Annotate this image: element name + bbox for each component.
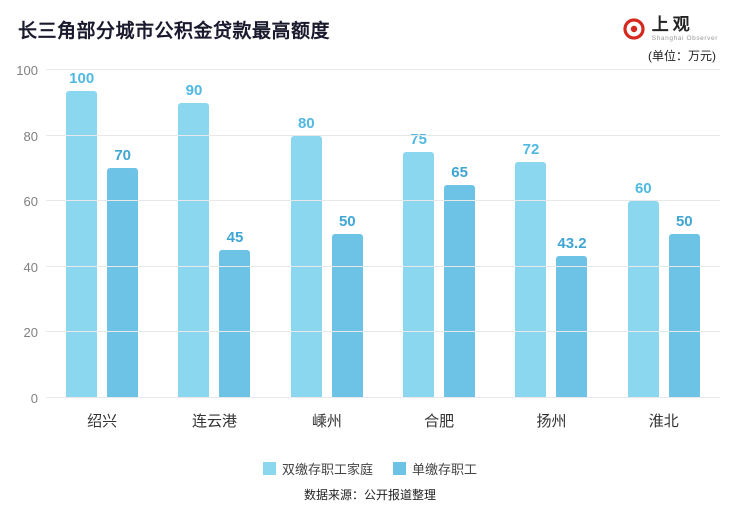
bar-value-label: 72 xyxy=(522,140,540,158)
gridline xyxy=(46,200,720,202)
chart-title: 长三角部分城市公积金贷款最高额度 xyxy=(18,21,331,42)
legend-label: 单缴存职工 xyxy=(412,462,478,477)
bar xyxy=(178,102,210,398)
logo-name: 上观 xyxy=(651,15,694,34)
bar-value-label: 45 xyxy=(226,229,244,247)
legend-item: 双缴存职工家庭 xyxy=(262,459,373,478)
bar-wrapper: 75 xyxy=(403,70,435,398)
data-source: 数据来源：公开报道整理 xyxy=(303,488,436,502)
bar-value-label: 65 xyxy=(451,163,468,181)
bar xyxy=(556,256,588,398)
bar xyxy=(627,201,659,398)
bar-value-label: 80 xyxy=(297,114,315,132)
legend-label: 双缴存职工家庭 xyxy=(281,462,373,477)
header: 长三角部分城市公积金贷款最高额度 上观 Shanghai Observer xyxy=(0,0,740,43)
gridline xyxy=(46,265,720,267)
bar-wrapper: 65 xyxy=(444,70,476,398)
bar-wrapper: 43.2 xyxy=(556,70,588,398)
bar xyxy=(66,91,98,398)
shangguan-logo: 上观 Shanghai Observer xyxy=(622,15,718,42)
bar-value-label: 75 xyxy=(410,131,427,148)
x-axis-label: 合肥 xyxy=(424,413,455,430)
legend-swatch xyxy=(262,462,276,475)
gridline xyxy=(46,331,720,333)
bar-wrapper: 60 xyxy=(627,70,659,398)
bar-wrapper: 50 xyxy=(668,70,700,398)
bar-wrapper: 90 xyxy=(178,70,210,398)
x-axis-label: 绍兴 xyxy=(87,413,118,430)
bar-wrapper: 80 xyxy=(290,70,322,398)
bar-group: 60 50 xyxy=(608,70,720,398)
bar xyxy=(515,161,547,398)
y-axis-tick-label: 20 xyxy=(23,325,38,341)
bar-wrapper: 72 xyxy=(515,70,547,398)
gridline xyxy=(46,134,720,136)
bar-wrapper: 50 xyxy=(331,70,363,398)
bar xyxy=(403,152,435,398)
bar-value-label: 50 xyxy=(675,213,693,230)
shangguan-logo-icon xyxy=(622,17,646,41)
gridline xyxy=(46,69,720,70)
bar xyxy=(107,168,139,398)
bar xyxy=(668,234,700,398)
bar-group: 72 43.2 xyxy=(495,70,607,398)
legend-swatch xyxy=(393,462,406,475)
legend: 双缴存职工家庭 单缴存职工 xyxy=(0,459,740,478)
bar-value-label: 43.2 xyxy=(557,235,587,253)
bar-wrapper: 45 xyxy=(219,70,251,398)
x-axis-labels: 绍兴 连云港 嵊州 合肥 扬州 淮北 xyxy=(46,398,720,431)
bar-wrapper: 100 xyxy=(66,70,98,398)
bar-wrapper: 70 xyxy=(107,70,139,398)
x-axis-label: 连云港 xyxy=(191,413,237,430)
bar-group: 100 70 xyxy=(46,70,158,398)
bar-group: 90 45 xyxy=(158,70,270,398)
bar xyxy=(331,234,363,398)
bar-group: 80 50 xyxy=(271,70,383,398)
bar-chart: 100 70 90 45 80 50 75 65 72 43.2 60 50 0 20 40 60 80 100… xyxy=(0,63,740,431)
y-axis-tick-label: 80 xyxy=(23,128,38,144)
y-axis-tick-label: 0 xyxy=(30,391,38,406)
bar-group: 75 65 xyxy=(383,70,495,398)
gridline xyxy=(46,397,720,398)
plot-area: 100 70 90 45 80 50 75 65 72 43.2 60 50 0 20 40 60 80 100 xyxy=(16,63,720,406)
x-axis-label: 扬州 xyxy=(536,413,567,430)
bar-value-label: 60 xyxy=(634,180,652,198)
unit-note: (单位：万元) xyxy=(648,49,716,63)
bar-value-label: 90 xyxy=(185,81,203,99)
y-axis-tick-label: 100 xyxy=(16,63,38,78)
logo-text: 上观 Shanghai Observer xyxy=(651,15,718,42)
legend-item: 单缴存职工 xyxy=(393,459,477,478)
bar-value-label: 70 xyxy=(114,147,131,165)
y-axis-tick-label: 40 xyxy=(23,259,38,275)
y-axis-tick-label: 60 xyxy=(23,194,38,210)
bar-value-label: 50 xyxy=(338,213,356,230)
bar-groups: 100 70 90 45 80 50 75 65 72 43.2 60 50 xyxy=(46,70,720,398)
x-axis-label: 淮北 xyxy=(648,413,679,430)
bar xyxy=(444,184,476,398)
logo-subtitle: Shanghai Observer xyxy=(651,34,718,42)
bar-value-label: 100 xyxy=(69,70,95,87)
bar xyxy=(219,250,251,398)
x-axis-label: 嵊州 xyxy=(311,413,342,430)
